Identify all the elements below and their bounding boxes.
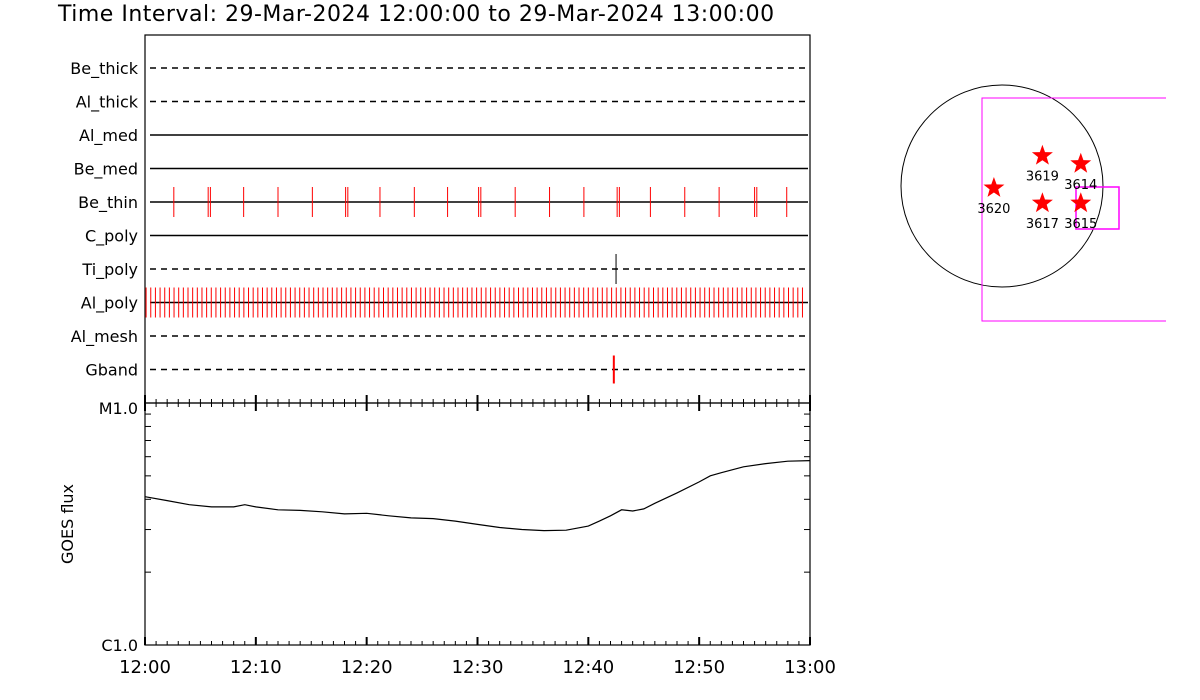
solar-map: 3619 3614 3620 3617 3615 (900, 84, 1166, 322)
x-tick-label-1200: 12:00 (119, 657, 171, 678)
row-label-ti-poly: Ti_poly (81, 260, 138, 280)
region-label-3617: 3617 (1026, 217, 1059, 232)
region-star-3614 (1070, 152, 1092, 173)
x-tick-label-1250: 12:50 (673, 657, 725, 678)
x-tick-label-1240: 12:40 (562, 657, 614, 678)
fov-outer-box (981, 97, 1166, 322)
goes-y-tick-c1: C1.0 (101, 636, 138, 655)
x-tick-label-1210: 12:10 (230, 657, 282, 678)
region-label-3620: 3620 (977, 202, 1010, 217)
region-star-3617 (1031, 192, 1053, 213)
goes-axis-ticks (144, 395, 811, 645)
goes-y-tick-m1: M1.0 (99, 399, 138, 418)
timeline-rows: Be_thick Al_thick Al_med Be_med Be_thin C_pol… (70, 59, 808, 380)
row-label-be-thin: Be_thin (78, 193, 138, 213)
goes-y-axis-label: GOES flux (58, 484, 77, 564)
row-label-be-thick: Be_thick (70, 59, 138, 79)
goes-flux-line (144, 460, 811, 532)
row-label-gband: Gband (85, 361, 138, 380)
x-tick-labels: 12:00 12:10 12:20 12:30 12:40 12:50 13:00 (119, 657, 836, 678)
x-tick-label-1230: 12:30 (452, 657, 504, 678)
timeline-panel-frame (144, 34, 811, 404)
region-star-3619 (1031, 144, 1053, 165)
row-label-c-poly: C_poly (85, 227, 138, 247)
row-label-al-poly: Al_poly (81, 294, 138, 314)
solar-limb (900, 84, 1104, 288)
region-label-3619: 3619 (1026, 170, 1059, 185)
x-tick-label-1300: 13:00 (784, 657, 836, 678)
region-label-3615: 3615 (1064, 217, 1097, 232)
region-star-3620 (983, 177, 1005, 197)
time-interval-title: Time Interval: 29-Mar-2024 12:00:00 to 2… (58, 2, 775, 27)
row-label-be-med: Be_med (74, 160, 138, 180)
active-regions: 3619 3614 3620 3617 3615 (977, 144, 1097, 232)
region-star-3615 (1070, 192, 1092, 213)
timeline-events (145, 187, 803, 384)
row-label-al-med: Al_med (79, 126, 138, 146)
row-label-al-thick: Al_thick (76, 93, 139, 113)
region-label-3614: 3614 (1064, 178, 1097, 193)
x-tick-label-1220: 12:20 (341, 657, 393, 678)
row-label-al-mesh: Al_mesh (71, 327, 138, 347)
